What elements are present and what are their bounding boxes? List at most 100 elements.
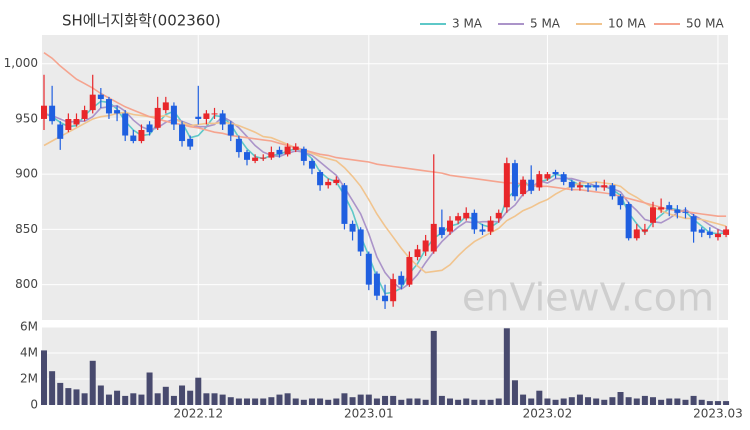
volume-bar [227,397,234,405]
candle-body [511,163,518,197]
candle-body [203,113,210,119]
candle-body [244,152,250,160]
volume-bar [276,394,283,405]
candle-body [536,174,543,188]
volume-bar [325,399,332,405]
candle-body [447,220,453,232]
candle-body [714,233,721,238]
volume-bar [73,389,80,405]
volume-bar [463,398,470,405]
volume-bar [706,401,713,405]
volume-bar [122,395,129,405]
candle-body [609,185,616,197]
volume-bar [203,393,210,405]
volume-bar [382,395,389,405]
volume-bar [674,398,681,405]
volume-bar [560,398,567,405]
volume-bar [105,394,112,405]
candle-body [601,185,608,188]
volume-bar [455,399,462,405]
candle-body [276,149,283,155]
candle-body [89,94,96,111]
legend-label: 3 MA [452,17,483,31]
x-tick-label: 2023.02 [523,407,573,421]
volume-bar [179,385,186,405]
candle-body [138,130,145,142]
y-tick-label: 1,000 [4,56,38,70]
candle-body [146,124,153,133]
volume-bar [430,330,437,405]
volume-bar [138,394,145,405]
candle-body [179,124,186,142]
volume-bar [658,399,665,405]
candle-body [170,105,177,125]
volume-bar [219,394,226,405]
volume-bar [593,398,600,405]
candle-body [105,99,112,114]
candle-body [268,152,275,158]
candle-body [373,273,380,296]
candle-body [487,220,494,232]
volume-bar [495,398,502,405]
candle-body [349,223,356,232]
candle-body [284,146,291,155]
candle-body [260,157,267,159]
volume-bar [723,401,730,405]
candle-body [211,113,218,115]
volume-bar [503,328,510,405]
candle-body [390,279,397,302]
candle-body [414,249,421,258]
candle-body [455,216,462,221]
volume-bar [235,398,242,405]
candle-body [317,171,324,186]
volume-bar [511,380,518,405]
candle-body [438,227,445,235]
y-tick-label: 950 [15,111,38,125]
candle-body [365,253,372,285]
volume-bar [398,399,405,405]
candle-body [114,110,121,114]
volume-bar [170,395,177,405]
volume-bar [89,360,96,405]
candle-body [625,204,632,239]
volume-bar [154,393,161,405]
candle-body [333,179,340,184]
candle-body [292,146,299,150]
y-tick-label: 2M [20,372,38,386]
candle-body [430,223,437,252]
candle-body [97,94,104,100]
volume-bar [130,393,137,405]
candle-body [130,135,137,142]
volume-bar [357,394,364,405]
candle-body [723,229,730,235]
x-tick-label: 2023.01 [344,407,394,421]
volume-bar [260,398,267,405]
chart-title: SH에너지화학(002360) [62,12,221,30]
volume-bar [414,398,421,405]
volume-bar [333,398,340,405]
candle-body [552,171,559,175]
y-tick-label: 800 [15,277,38,291]
volume-bar [97,385,104,405]
candle-body [698,229,705,233]
candle-body [308,160,315,169]
candle-body [41,105,47,119]
candle-body [666,205,673,210]
volume-bar [552,399,559,405]
volume-bar [471,399,478,405]
volume-bar [187,390,194,405]
volume-bar [698,399,705,405]
volume-bar [576,394,583,405]
volume-bar [57,382,64,405]
volume-bar [114,390,121,405]
candle-body [252,157,259,161]
candle-body [65,118,72,130]
candle-body [57,124,64,139]
legend-label: 50 MA [686,17,724,31]
watermark: enViewV.com [462,276,714,320]
candle-body [520,179,527,195]
volume-bar [49,371,56,405]
volume-bar [536,390,543,405]
candle-body [49,105,56,122]
volume-bar [568,397,575,405]
